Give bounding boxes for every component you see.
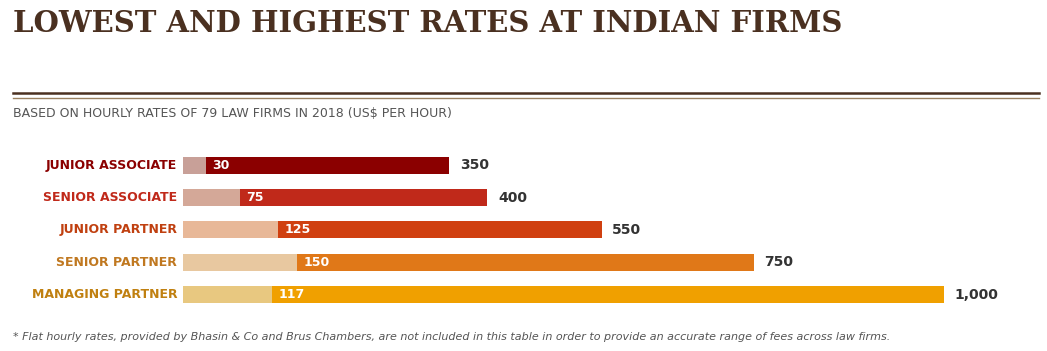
Text: 1,000: 1,000 — [955, 287, 998, 302]
Text: 350: 350 — [460, 158, 489, 172]
Bar — [183, 286, 272, 303]
Bar — [279, 221, 602, 238]
Bar — [183, 221, 279, 238]
Text: 750: 750 — [764, 255, 794, 269]
Text: 30: 30 — [213, 159, 229, 172]
Text: 117: 117 — [279, 288, 305, 301]
Bar — [183, 157, 206, 174]
Bar — [206, 157, 449, 174]
Text: SENIOR PARTNER: SENIOR PARTNER — [57, 256, 177, 269]
Text: JUNIOR PARTNER: JUNIOR PARTNER — [59, 223, 177, 237]
Bar — [272, 286, 943, 303]
Bar — [183, 189, 240, 206]
Text: BASED ON HOURLY RATES OF 79 LAW FIRMS IN 2018 (US$ PER HOUR): BASED ON HOURLY RATES OF 79 LAW FIRMS IN… — [13, 107, 451, 120]
Text: LOWEST AND HIGHEST RATES AT INDIAN FIRMS: LOWEST AND HIGHEST RATES AT INDIAN FIRMS — [13, 9, 842, 38]
Bar — [297, 254, 754, 271]
Bar — [240, 189, 488, 206]
Text: MANAGING PARTNER: MANAGING PARTNER — [31, 288, 177, 301]
Bar — [183, 254, 297, 271]
Text: 125: 125 — [285, 223, 311, 237]
Text: 550: 550 — [612, 223, 642, 237]
Text: JUNIOR ASSOCIATE: JUNIOR ASSOCIATE — [46, 159, 177, 172]
Text: 400: 400 — [498, 191, 527, 205]
Text: 75: 75 — [246, 191, 264, 204]
Text: SENIOR ASSOCIATE: SENIOR ASSOCIATE — [43, 191, 177, 204]
Text: 150: 150 — [304, 256, 330, 269]
Text: * Flat hourly rates, provided by Bhasin & Co and Brus Chambers, are not included: * Flat hourly rates, provided by Bhasin … — [13, 332, 890, 342]
